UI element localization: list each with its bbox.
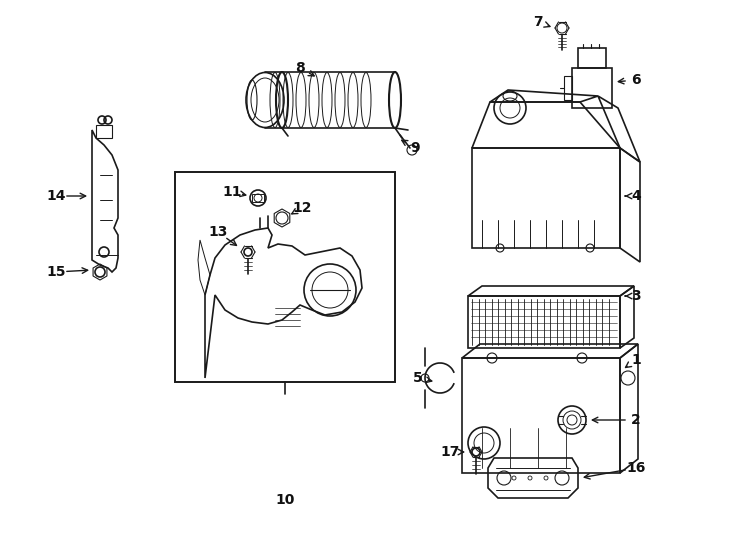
- Bar: [252, 194, 264, 202]
- Text: 1: 1: [631, 353, 641, 367]
- Bar: [462, 358, 620, 473]
- Text: 10: 10: [275, 493, 294, 507]
- Text: 5: 5: [413, 371, 423, 385]
- Text: 6: 6: [631, 73, 641, 87]
- Text: 7: 7: [533, 15, 543, 29]
- Text: 4: 4: [631, 189, 641, 203]
- Bar: [175, 172, 395, 382]
- Text: 13: 13: [208, 225, 228, 239]
- Text: 12: 12: [292, 201, 312, 215]
- Text: 2: 2: [631, 413, 641, 427]
- Text: 14: 14: [46, 189, 66, 203]
- Text: 8: 8: [295, 61, 305, 75]
- Text: 11: 11: [222, 185, 241, 199]
- Text: 16: 16: [626, 461, 646, 475]
- Bar: [468, 296, 620, 348]
- Text: 9: 9: [410, 141, 420, 155]
- Text: 3: 3: [631, 289, 641, 303]
- Text: 17: 17: [440, 445, 459, 459]
- Text: 15: 15: [46, 265, 66, 279]
